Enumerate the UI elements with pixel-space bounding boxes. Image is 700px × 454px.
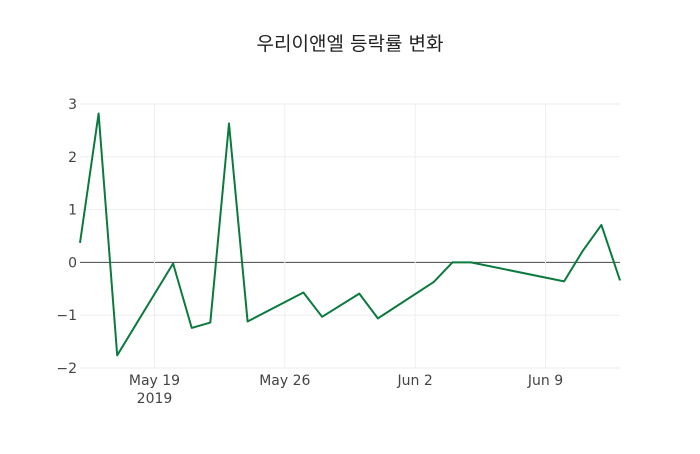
- y-tick-label: −1: [56, 308, 77, 324]
- x-tick-sublabel: 2019: [137, 391, 173, 407]
- x-tick-label: Jun 9: [527, 373, 563, 389]
- y-tick-label: −2: [56, 361, 77, 377]
- chart-title: 우리이앤엘 등락률 변화: [257, 33, 444, 55]
- y-tick-label: 0: [68, 255, 77, 271]
- x-tick-label: Jun 2: [397, 373, 433, 389]
- x-tick-label: May 26: [259, 373, 310, 389]
- x-tick-label: May 19: [129, 373, 180, 389]
- y-tick-label: 1: [68, 203, 77, 219]
- y-tick-label: 2: [68, 150, 77, 166]
- series-line: [79, 112, 621, 357]
- y-tick-label: 3: [68, 97, 77, 113]
